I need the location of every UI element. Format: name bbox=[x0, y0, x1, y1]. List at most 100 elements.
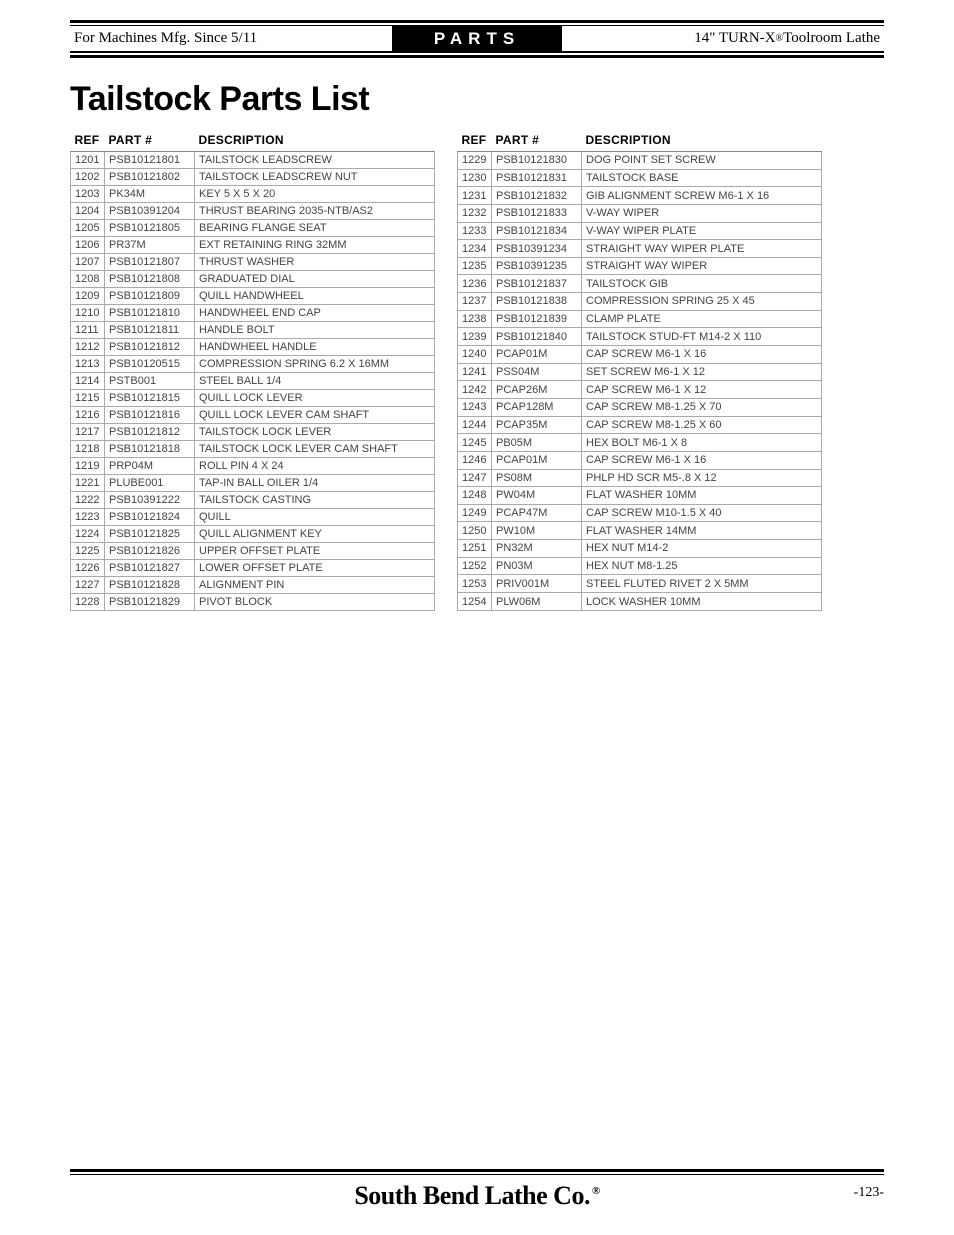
cell-part: PSB10121807 bbox=[105, 254, 195, 271]
cell-part: PB05M bbox=[492, 434, 582, 452]
cell-ref: 1209 bbox=[71, 288, 105, 305]
table-row: 1224PSB10121825QUILL ALIGNMENT KEY bbox=[71, 526, 435, 543]
cell-part: PN32M bbox=[492, 540, 582, 558]
cell-desc: PIVOT BLOCK bbox=[195, 594, 435, 611]
cell-part: PSB10121834 bbox=[492, 222, 582, 240]
table-row: 1229PSB10121830DOG POINT SET SCREW bbox=[458, 152, 822, 170]
cell-desc: QUILL HANDWHEEL bbox=[195, 288, 435, 305]
table-row: 1203PK34MKEY 5 X 5 X 20 bbox=[71, 186, 435, 203]
cell-desc: EXT RETAINING RING 32MM bbox=[195, 237, 435, 254]
cell-desc: STRAIGHT WAY WIPER PLATE bbox=[582, 240, 822, 258]
cell-ref: 1211 bbox=[71, 322, 105, 339]
cell-part: PSB10121815 bbox=[105, 390, 195, 407]
table-row: 1210PSB10121810HANDWHEEL END CAP bbox=[71, 305, 435, 322]
cell-desc: HEX NUT M14-2 bbox=[582, 540, 822, 558]
cell-desc: TAILSTOCK GIB bbox=[582, 275, 822, 293]
table-row: 1223PSB10121824QUILL bbox=[71, 509, 435, 526]
cell-part: PCAP01M bbox=[492, 346, 582, 364]
cell-ref: 1254 bbox=[458, 593, 492, 611]
cell-desc: COMPRESSION SPRING 6.2 X 16MM bbox=[195, 356, 435, 373]
cell-ref: 1242 bbox=[458, 381, 492, 399]
cell-desc: HEX NUT M8-1.25 bbox=[582, 557, 822, 575]
cell-ref: 1247 bbox=[458, 469, 492, 487]
table-row: 1227PSB10121828ALIGNMENT PIN bbox=[71, 577, 435, 594]
cell-desc: GIB ALIGNMENT SCREW M6-1 X 16 bbox=[582, 187, 822, 205]
table-row: 1231PSB10121832GIB ALIGNMENT SCREW M6-1 … bbox=[458, 187, 822, 205]
cell-desc: TAILSTOCK LOCK LEVER CAM SHAFT bbox=[195, 441, 435, 458]
table-row: 1209PSB10121809QUILL HANDWHEEL bbox=[71, 288, 435, 305]
parts-table-right: REF PART # DESCRIPTION 1229PSB10121830DO… bbox=[457, 131, 822, 611]
cell-ref: 1231 bbox=[458, 187, 492, 205]
cell-ref: 1205 bbox=[71, 220, 105, 237]
cell-ref: 1233 bbox=[458, 222, 492, 240]
cell-desc: STEEL FLUTED RIVET 2 X 5MM bbox=[582, 575, 822, 593]
cell-part: PCAP47M bbox=[492, 504, 582, 522]
cell-ref: 1212 bbox=[71, 339, 105, 356]
cell-desc: CAP SCREW M6-1 X 16 bbox=[582, 346, 822, 364]
header-left: For Machines Mfg. Since 5/11 bbox=[70, 26, 392, 51]
cell-desc: STEEL BALL 1/4 bbox=[195, 373, 435, 390]
cell-desc: HANDLE BOLT bbox=[195, 322, 435, 339]
cell-ref: 1228 bbox=[71, 594, 105, 611]
cell-part: PRIV001M bbox=[492, 575, 582, 593]
cell-desc: CAP SCREW M8-1.25 X 70 bbox=[582, 398, 822, 416]
table-row: 1228PSB10121829PIVOT BLOCK bbox=[71, 594, 435, 611]
header-right-suffix: Toolroom Lathe bbox=[783, 30, 880, 47]
table-row: 1237PSB10121838COMPRESSION SPRING 25 X 4… bbox=[458, 293, 822, 311]
cell-part: PSB10391222 bbox=[105, 492, 195, 509]
cell-desc: SET SCREW M6-1 X 12 bbox=[582, 363, 822, 381]
cell-part: PCAP26M bbox=[492, 381, 582, 399]
header-bar: For Machines Mfg. Since 5/11 PARTS 14" T… bbox=[70, 26, 884, 52]
cell-part: PSB10121810 bbox=[105, 305, 195, 322]
cell-part: PSB10121830 bbox=[492, 152, 582, 170]
table-row: 1253PRIV001MSTEEL FLUTED RIVET 2 X 5MM bbox=[458, 575, 822, 593]
cell-part: PN03M bbox=[492, 557, 582, 575]
table-row: 1244PCAP35MCAP SCREW M8-1.25 X 60 bbox=[458, 416, 822, 434]
cell-ref: 1249 bbox=[458, 504, 492, 522]
cell-ref: 1239 bbox=[458, 328, 492, 346]
cell-ref: 1219 bbox=[71, 458, 105, 475]
table-row: 1248PW04MFLAT WASHER 10MM bbox=[458, 487, 822, 505]
table-row: 1212PSB10121812HANDWHEEL HANDLE bbox=[71, 339, 435, 356]
table-row: 1201PSB10121801TAILSTOCK LEADSCREW bbox=[71, 152, 435, 169]
table-row: 1249PCAP47MCAP SCREW M10-1.5 X 40 bbox=[458, 504, 822, 522]
cell-ref: 1236 bbox=[458, 275, 492, 293]
cell-desc: TAILSTOCK STUD-FT M14-2 X 110 bbox=[582, 328, 822, 346]
footer: South Bend Lathe Co.® -123- bbox=[70, 1169, 884, 1211]
cell-ref: 1251 bbox=[458, 540, 492, 558]
registered-mark: ® bbox=[776, 33, 784, 44]
cell-ref: 1221 bbox=[71, 475, 105, 492]
table-row: 1232PSB10121833V-WAY WIPER bbox=[458, 204, 822, 222]
table-row: 1250PW10MFLAT WASHER 14MM bbox=[458, 522, 822, 540]
cell-desc: ALIGNMENT PIN bbox=[195, 577, 435, 594]
cell-part: PSB10121812 bbox=[105, 339, 195, 356]
cell-ref: 1208 bbox=[71, 271, 105, 288]
table-row: 1254PLW06MLOCK WASHER 10MM bbox=[458, 593, 822, 611]
cell-part: PSB10121805 bbox=[105, 220, 195, 237]
table-row: 1218PSB10121818TAILSTOCK LOCK LEVER CAM … bbox=[71, 441, 435, 458]
cell-desc: DOG POINT SET SCREW bbox=[582, 152, 822, 170]
cell-desc: GRADUATED DIAL bbox=[195, 271, 435, 288]
table-row: 1240PCAP01MCAP SCREW M6-1 X 16 bbox=[458, 346, 822, 364]
cell-part: PSB10121812 bbox=[105, 424, 195, 441]
cell-ref: 1217 bbox=[71, 424, 105, 441]
page-title: Tailstock Parts List bbox=[70, 80, 884, 119]
table-row: 1225PSB10121826UPPER OFFSET PLATE bbox=[71, 543, 435, 560]
cell-part: PSB10121826 bbox=[105, 543, 195, 560]
cell-desc: STRAIGHT WAY WIPER bbox=[582, 257, 822, 275]
cell-desc: UPPER OFFSET PLATE bbox=[195, 543, 435, 560]
table-row: 1207PSB10121807THRUST WASHER bbox=[71, 254, 435, 271]
cell-part: PSB10121818 bbox=[105, 441, 195, 458]
table-row: 1215PSB10121815QUILL LOCK LEVER bbox=[71, 390, 435, 407]
cell-desc: QUILL ALIGNMENT KEY bbox=[195, 526, 435, 543]
cell-part: PCAP35M bbox=[492, 416, 582, 434]
table-row: 1239PSB10121840TAILSTOCK STUD-FT M14-2 X… bbox=[458, 328, 822, 346]
table-row: 1230PSB10121831TAILSTOCK BASE bbox=[458, 169, 822, 187]
cell-desc: TAILSTOCK BASE bbox=[582, 169, 822, 187]
table-row: 1226PSB10121827LOWER OFFSET PLATE bbox=[71, 560, 435, 577]
cell-desc: FLAT WASHER 14MM bbox=[582, 522, 822, 540]
cell-part: PR37M bbox=[105, 237, 195, 254]
cell-desc: KEY 5 X 5 X 20 bbox=[195, 186, 435, 203]
parts-table-left: REF PART # DESCRIPTION 1201PSB10121801TA… bbox=[70, 131, 435, 611]
cell-part: PSB10121808 bbox=[105, 271, 195, 288]
